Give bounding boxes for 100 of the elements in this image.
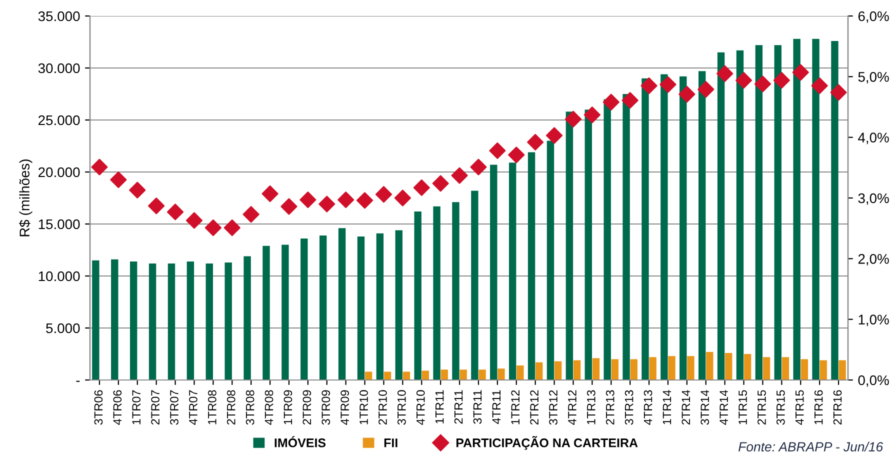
point (129, 182, 146, 198)
y-tick-label: 25.000 (38, 115, 80, 126)
x-tick-label: 3TR06 (94, 390, 103, 425)
bar (736, 50, 744, 380)
bar (395, 230, 402, 380)
bar (755, 45, 763, 380)
point (394, 190, 411, 206)
bar (566, 112, 574, 380)
point (792, 64, 809, 81)
x-tick-label: 2TR13 (606, 390, 614, 425)
point (318, 196, 336, 212)
bar (111, 259, 118, 380)
point (660, 76, 676, 93)
y-tick-label: 30.000 (38, 63, 80, 74)
point (91, 158, 108, 176)
y-tick-label: 20.000 (38, 167, 80, 178)
bar (774, 45, 782, 380)
point (773, 72, 790, 89)
point (698, 81, 714, 98)
x-tick-label: 1TR08 (208, 390, 216, 424)
point (546, 127, 563, 144)
bar (611, 359, 619, 380)
bar (384, 372, 392, 380)
bar (528, 152, 536, 380)
point (166, 204, 184, 220)
point (262, 185, 278, 202)
legend-label: PARTICIPAÇÃO NA CARTEIRA (456, 436, 638, 450)
point (735, 72, 752, 89)
bar (622, 94, 630, 380)
x-tick-label: 4TR13 (644, 390, 652, 425)
y2-tick-label: 2,0% (858, 254, 889, 266)
bar (357, 236, 365, 380)
bar (364, 372, 372, 380)
bar (414, 212, 422, 380)
point (640, 77, 658, 94)
bar (573, 360, 581, 380)
bar (725, 352, 732, 380)
x-tick-label: 3TR08 (246, 390, 254, 425)
point (356, 192, 374, 209)
x-tick-label: 4TR08 (264, 390, 274, 425)
point (413, 179, 430, 196)
x-tick-label: 4TR15 (796, 390, 804, 425)
legend-label: FII (384, 438, 398, 448)
x-tick-label: 1TR10 (360, 390, 368, 424)
bar (224, 262, 232, 380)
bar (831, 40, 838, 380)
bar (319, 235, 327, 380)
bar (244, 256, 251, 380)
x-tick-label: 1TR12 (511, 390, 520, 424)
point (148, 198, 165, 214)
point (451, 167, 468, 184)
y-tick-label: 15.000 (38, 219, 80, 230)
x-tick-label: 3TR11 (473, 390, 482, 424)
point (204, 219, 222, 236)
bar (800, 359, 808, 380)
bar (471, 190, 478, 380)
point (678, 86, 696, 103)
x-tick-label: 3TR12 (549, 390, 558, 425)
bar (300, 238, 308, 380)
x-tick-label: 1TR16 (814, 390, 823, 424)
point (564, 110, 582, 128)
bar (838, 360, 846, 380)
point (110, 172, 127, 188)
x-tick-label: 4TR06 (113, 390, 122, 425)
bar (498, 368, 505, 380)
x-tick-label: 4TR14 (720, 390, 728, 425)
y2-tick-label: 3,0% (858, 193, 889, 205)
legend-label: IMÓVEIS (274, 436, 326, 448)
x-tick-label: 2TR14 (682, 390, 690, 425)
bar (820, 360, 827, 380)
bar (282, 244, 289, 380)
y-tick-label: 5.000 (46, 323, 80, 334)
bar (642, 78, 649, 380)
point (375, 186, 392, 203)
bar (649, 357, 656, 380)
y-tick-label: - (76, 380, 80, 382)
point (338, 192, 354, 208)
x-tick-label: 4TR09 (340, 390, 349, 425)
x-tick-label: 2TR16 (833, 390, 842, 425)
point (584, 106, 600, 124)
x-tick-label: 2TR15 (758, 390, 766, 425)
bar (546, 140, 554, 380)
y-tick-label: 10.000 (38, 271, 80, 282)
point (830, 84, 847, 101)
point (527, 134, 544, 150)
x-tick-label: 4TR10 (416, 390, 425, 425)
bar (262, 246, 270, 380)
x-tick-label: 2TR08 (226, 390, 236, 425)
bar (762, 357, 770, 380)
bar (422, 370, 430, 380)
x-tick-label: 1TR13 (586, 390, 596, 424)
bar (402, 372, 410, 380)
bar (668, 356, 676, 380)
x-tick-label: 2TR07 (151, 390, 160, 425)
point (811, 77, 828, 94)
point (224, 219, 240, 236)
bar (338, 228, 346, 380)
y2-tick-label: 4,0% (858, 132, 889, 144)
x-tick-label: 1TR15 (738, 390, 747, 424)
point (602, 94, 620, 110)
